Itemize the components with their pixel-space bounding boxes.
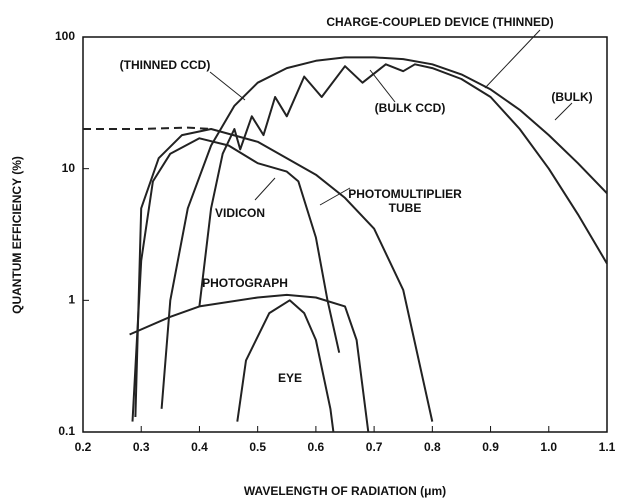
annotation: (BULK) (551, 90, 593, 104)
curve-label: (BULK CCD) (374, 101, 446, 115)
x-tick-label: 0.4 (191, 440, 208, 454)
curve (236, 299, 335, 433)
pointers (209, 29, 573, 206)
x-tick-label: 0.6 (308, 440, 325, 454)
x-tick-label: 0.9 (482, 440, 499, 454)
x-tick-label: 0.8 (424, 440, 441, 454)
curve-label: (THINNED CCD) (119, 58, 211, 72)
curve (83, 126, 212, 130)
x-tick-label: 0.3 (133, 440, 150, 454)
x-axis-label: WAVELENGTH OF RADIATION (μm) (244, 484, 446, 498)
x-tick-label: 0.7 (366, 440, 383, 454)
y-tick-label: 1 (68, 293, 75, 307)
x-tick-label: 1.1 (599, 440, 616, 454)
curve-label: PHOTOMULTIPLIER TUBE (348, 187, 462, 215)
pointer (554, 102, 573, 121)
curve (198, 63, 608, 307)
curve-label: VIDICON (214, 206, 265, 220)
pointer (209, 71, 246, 101)
curve-label: EYE (277, 371, 302, 385)
y-axis-label: QUANTUM EFFICIENCY (%) (10, 156, 24, 314)
y-tick-label: 10 (62, 161, 76, 175)
curve-label: PHOTOGRAPH (202, 276, 288, 290)
curve (134, 128, 434, 422)
curve (160, 56, 608, 409)
annotation: CHARGE-COUPLED DEVICE (THINNED) (326, 15, 554, 29)
pointer (484, 29, 541, 89)
pointer (319, 187, 351, 206)
y-tick-label: 100 (55, 29, 75, 43)
x-tick-label: 0.5 (249, 440, 266, 454)
x-tick-label: 0.2 (75, 440, 92, 454)
curve (129, 293, 370, 433)
x-tick-label: 1.0 (540, 440, 557, 454)
pointer (254, 177, 276, 201)
curve (131, 137, 341, 422)
plot-frame (82, 36, 608, 433)
pointer (369, 69, 396, 103)
y-tick-label: 0.1 (58, 424, 75, 438)
